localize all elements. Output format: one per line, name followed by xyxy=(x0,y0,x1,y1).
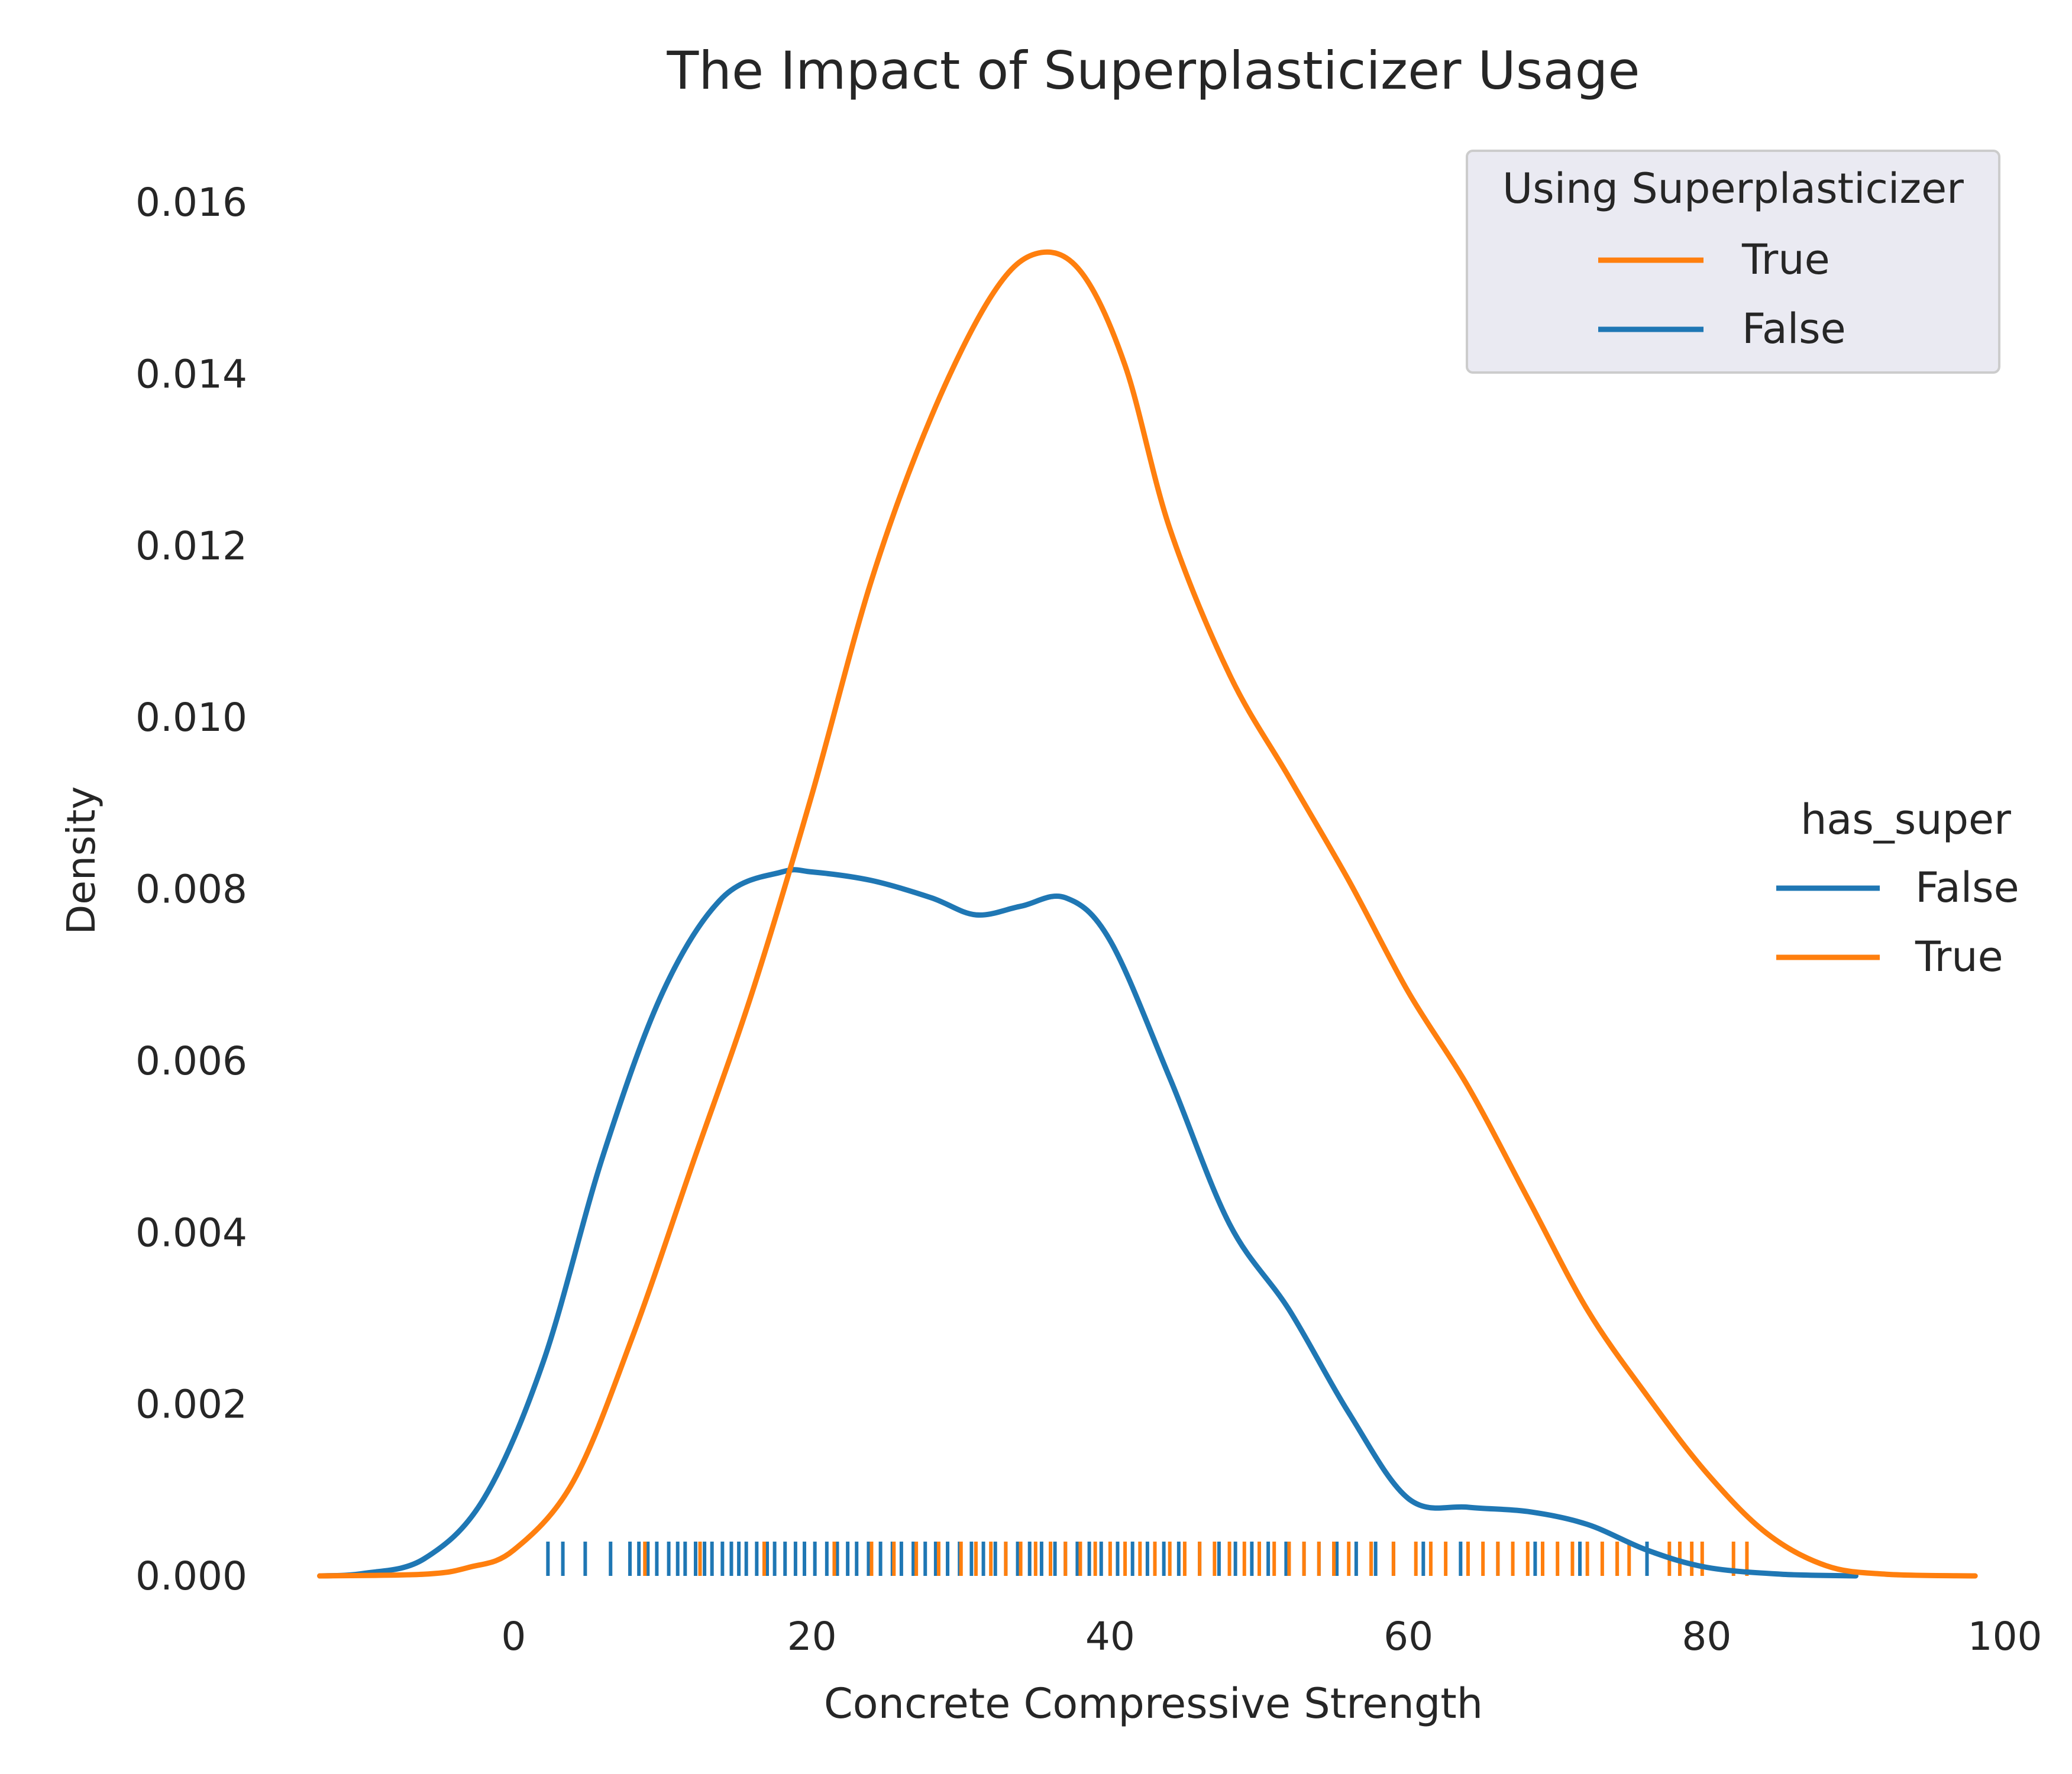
density-curves xyxy=(317,249,1978,1579)
density-curve-false xyxy=(317,867,1858,1579)
legend-superplasticizer: Using Superplasticizer True False xyxy=(1466,150,2000,374)
legend-superplasticizer-title: Using Superplasticizer xyxy=(1502,164,1964,213)
y-tick-label: 0.006 xyxy=(135,1038,247,1084)
legend-superplasticizer-false-label: False xyxy=(1742,305,1846,353)
x-axis-label: Concrete Compressive Strength xyxy=(824,1679,1483,1728)
y-tick-labels: 0.000 0.002 0.004 0.006 0.008 0.010 0.012 0.014… xyxy=(135,180,247,1599)
y-tick-label: 0.004 xyxy=(135,1210,247,1255)
y-tick-label: 0.012 xyxy=(135,523,247,569)
legend-superplasticizer-frame xyxy=(1466,150,2000,374)
x-tick-labels: 0 20 40 60 80 100 xyxy=(501,1614,2042,1659)
y-tick-label: 0.010 xyxy=(135,695,247,740)
chart-title: The Impact of Superplasticizer Usage xyxy=(666,40,1640,101)
y-tick-label: 0.016 xyxy=(135,180,247,225)
y-tick-label: 0.008 xyxy=(135,867,247,912)
x-tick-label: 60 xyxy=(1384,1614,1433,1659)
legend-has-super-title: has_super xyxy=(1801,795,2011,844)
x-tick-label: 80 xyxy=(1682,1614,1731,1659)
x-tick-label: 0 xyxy=(501,1614,526,1659)
x-tick-label: 100 xyxy=(1968,1614,2042,1659)
y-tick-label: 0.000 xyxy=(135,1553,247,1599)
x-tick-label: 20 xyxy=(787,1614,837,1659)
y-axis-label: Density xyxy=(59,786,104,935)
x-tick-label: 40 xyxy=(1085,1614,1135,1659)
density-curve-true xyxy=(317,249,1978,1579)
legend-has-super: has_super False True xyxy=(1776,795,2019,981)
rug-marks xyxy=(546,1542,1749,1576)
y-tick-label: 0.014 xyxy=(135,351,247,397)
legend-has-super-false-label: False xyxy=(1915,863,2019,912)
legend-has-super-true-label: True xyxy=(1915,933,2003,981)
legend-superplasticizer-true-label: True xyxy=(1741,235,1830,284)
y-tick-label: 0.002 xyxy=(135,1382,247,1427)
